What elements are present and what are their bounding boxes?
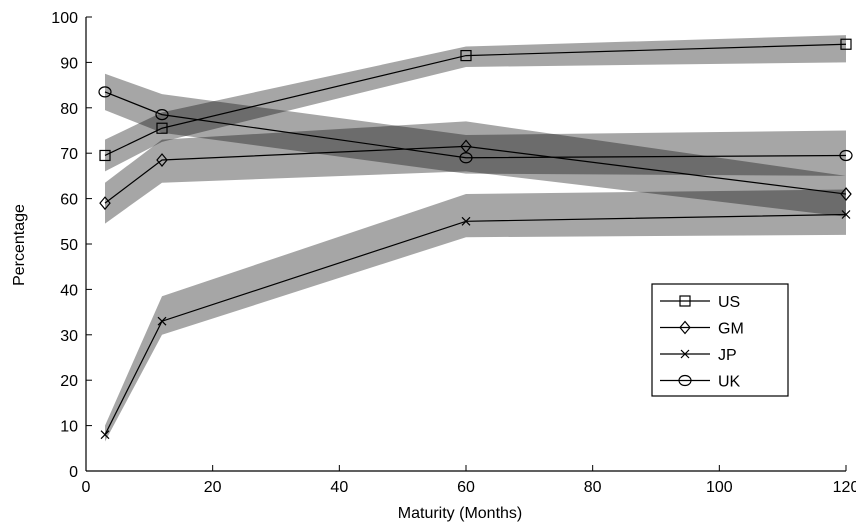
series-markers [98, 38, 853, 440]
legend-box [651, 283, 789, 397]
data-point-jp [461, 216, 471, 226]
y-tick-label: 50 [60, 237, 78, 254]
x-tick-label: 120 [833, 479, 856, 496]
data-point-us [460, 49, 472, 62]
legend-label: JP [718, 347, 737, 364]
legend-marker-diamond [679, 320, 691, 335]
data-point-us [840, 38, 852, 50]
data-point-jp [157, 316, 167, 326]
legend-item-gm: GM [660, 321, 744, 338]
data-point-gm [99, 196, 111, 211]
band-jp [105, 189, 846, 442]
y-axis-title: Percentage [11, 204, 28, 286]
confidence-bands [105, 35, 846, 442]
legend-marker-x [680, 349, 690, 359]
x-tick-label: 100 [706, 479, 733, 496]
data-point-uk [459, 152, 473, 164]
series-line-gm [104, 145, 847, 204]
x-tick-label: 60 [457, 479, 475, 496]
data-point-jp [100, 430, 110, 440]
legend-label: GM [718, 321, 744, 338]
y-tick-label: 80 [60, 101, 78, 118]
y-tick-label: 40 [60, 282, 78, 299]
y-tick-label: 90 [60, 55, 78, 72]
data-point-us [99, 149, 111, 162]
band-us [105, 35, 846, 172]
series-lines [104, 43, 847, 435]
plot-frame [85, 17, 846, 472]
series-line-uk [104, 91, 847, 159]
legend-label: UK [718, 374, 741, 391]
y-tick-label: 100 [51, 10, 78, 27]
legend-item-us: US [660, 294, 740, 311]
y-tick-label: 60 [60, 192, 78, 209]
data-point-us [156, 122, 168, 134]
legend-marker-circle [678, 374, 692, 387]
legend-marker-square [679, 295, 691, 307]
data-point-uk [98, 86, 112, 98]
x-tick-label: 20 [204, 479, 222, 496]
y-tick-label: 30 [60, 328, 78, 345]
data-point-uk [155, 109, 169, 121]
legend-label: US [718, 294, 740, 311]
data-point-gm [156, 153, 168, 167]
series-line-us [104, 43, 847, 157]
x-ticks: 0 20 40 60 80 100 120 [82, 465, 856, 496]
y-tick-label: 10 [60, 419, 78, 436]
legend: US GM JP UK [651, 283, 789, 397]
series-line-jp [104, 213, 847, 435]
y-ticks: 0 10 20 30 40 50 60 70 80 90 100 [51, 10, 92, 481]
legend-item-uk: UK [660, 374, 741, 391]
band-gm [105, 121, 846, 224]
band-uk [105, 73, 846, 176]
data-point-jp [841, 210, 851, 219]
x-tick-label: 0 [82, 479, 91, 496]
x-axis-title: Maturity (Months) [398, 505, 522, 522]
y-tick-label: 0 [69, 464, 78, 481]
y-tick-label: 70 [60, 146, 78, 163]
legend-item-jp: JP [660, 347, 737, 364]
x-tick-label: 40 [330, 479, 348, 496]
data-point-uk [839, 149, 853, 162]
data-point-gm [840, 187, 852, 201]
y-tick-label: 20 [60, 373, 78, 390]
x-tick-label: 80 [584, 479, 602, 496]
